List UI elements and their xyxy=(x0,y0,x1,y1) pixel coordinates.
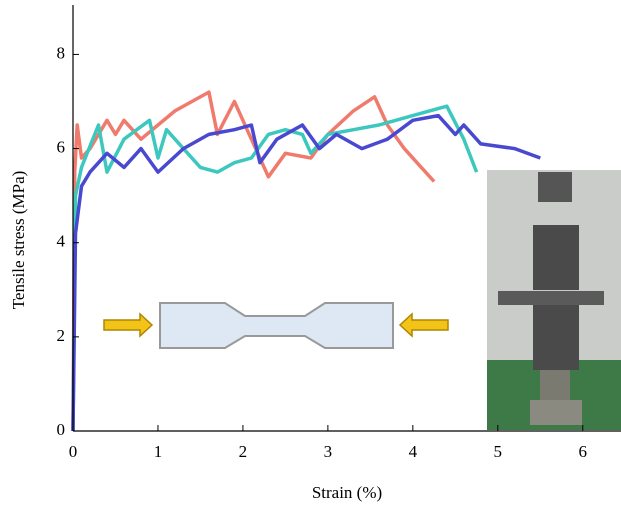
y-tick-label: 2 xyxy=(57,326,66,345)
x-tick-label: 3 xyxy=(324,442,333,461)
data-line xyxy=(71,113,541,432)
x-tick-label: 1 xyxy=(154,442,163,461)
x-tick-label: 6 xyxy=(579,442,588,461)
arrow xyxy=(103,312,154,338)
photo-inset xyxy=(487,170,621,430)
x-tick-label: 2 xyxy=(239,442,248,461)
data-line xyxy=(71,104,479,432)
specimen-diagram xyxy=(103,302,449,349)
x-tick-label: 5 xyxy=(494,442,503,461)
x-tick-label: 0 xyxy=(69,442,78,461)
y-tick-label: 8 xyxy=(57,43,66,62)
x-axis-title: Strain (%) xyxy=(312,483,382,502)
arrow xyxy=(398,312,449,338)
data-line xyxy=(71,90,436,432)
y-tick-label: 0 xyxy=(57,420,66,439)
x-tick-label: 4 xyxy=(409,442,418,461)
y-tick-label: 6 xyxy=(57,137,66,156)
y-axis-title: Tensile stress (MPa) xyxy=(9,171,28,310)
y-tick-label: 4 xyxy=(57,232,66,251)
